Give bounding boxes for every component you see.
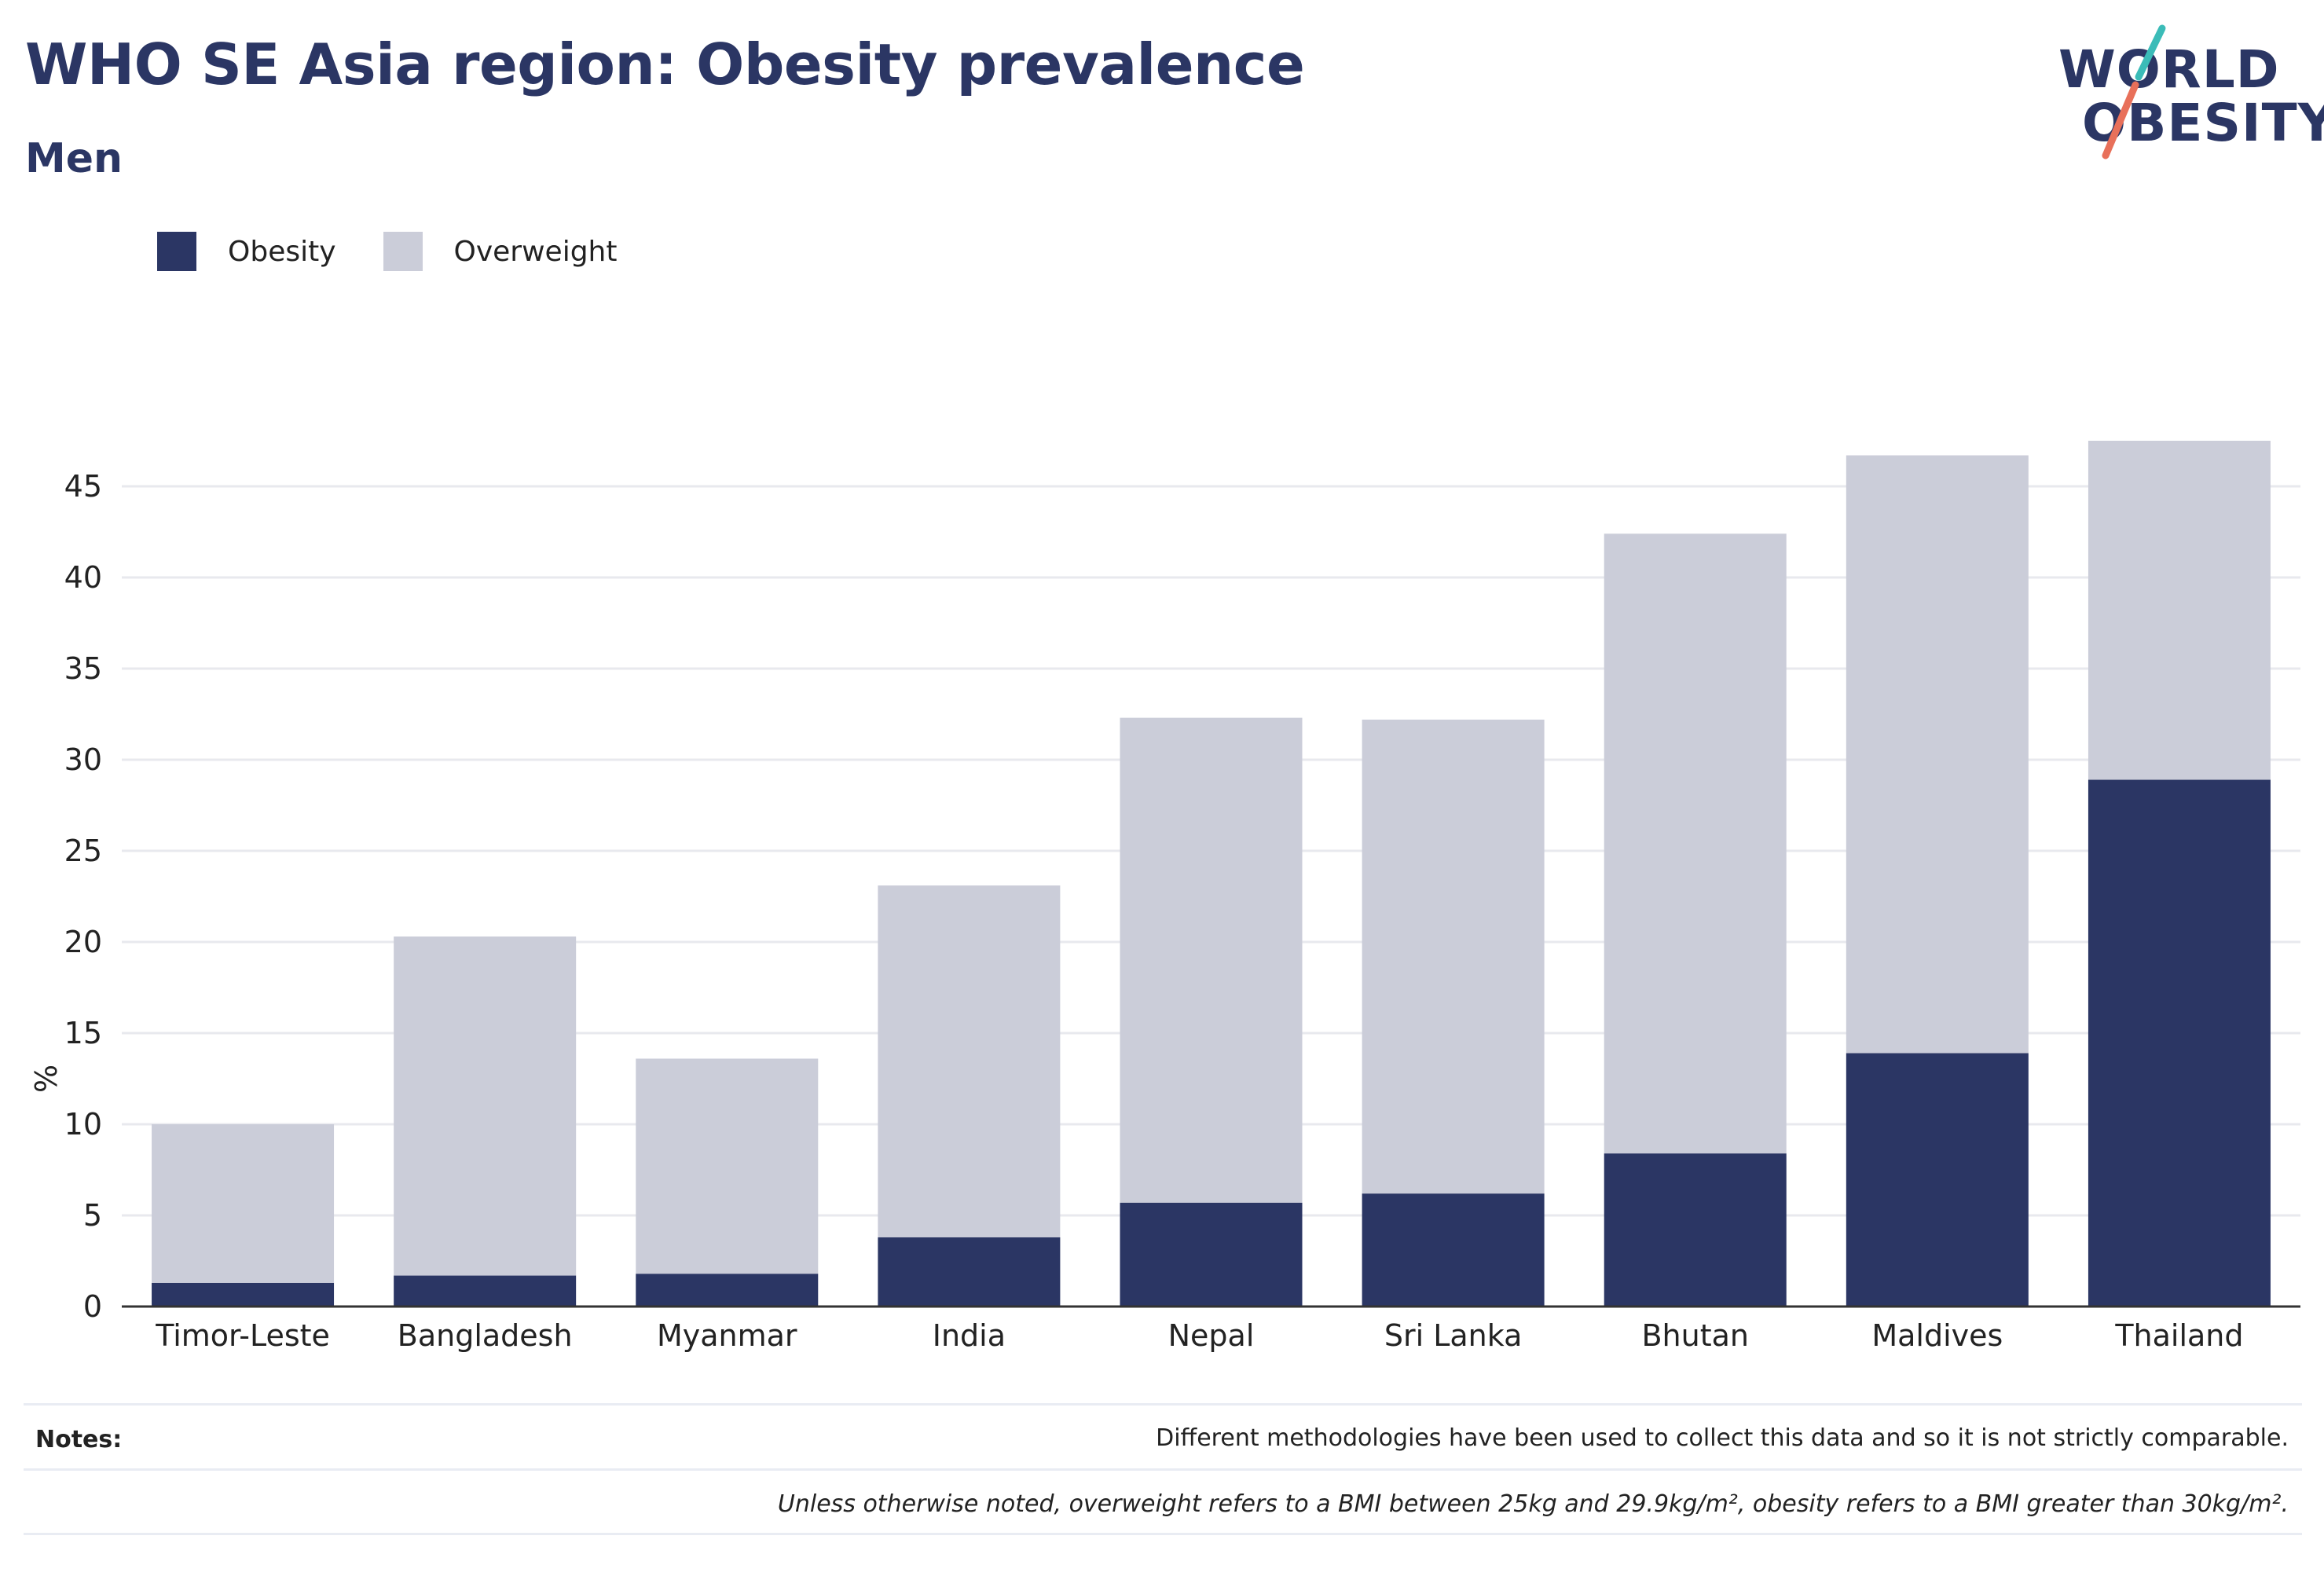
chart-title: WHO SE Asia region: Obesity prevalence	[25, 31, 1305, 97]
x-tick-label: Maldives	[1871, 1318, 2003, 1353]
bar-obesity-india[interactable]	[878, 1237, 1061, 1307]
world-obesity-logo: WORLD OBESITY	[2043, 22, 2324, 163]
bar-obesity-bangladesh[interactable]	[394, 1275, 577, 1307]
legend-swatch-obesity	[157, 232, 196, 271]
notes-divider-top	[24, 1403, 2302, 1406]
x-tick-label: Myanmar	[657, 1318, 797, 1353]
y-tick-label: 20	[64, 925, 102, 959]
notes-divider-bottom	[24, 1533, 2302, 1535]
x-tick-label: Bangladesh	[398, 1318, 573, 1353]
bar-obesity-myanmar[interactable]	[636, 1274, 819, 1307]
bar-overweight-india[interactable]	[878, 885, 1061, 1237]
y-tick-label: 35	[64, 651, 102, 686]
notes-label: Notes:	[35, 1426, 123, 1453]
bar-obesity-sri-lanka[interactable]	[1362, 1193, 1545, 1307]
x-tick-label: India	[933, 1318, 1006, 1353]
bar-obesity-timor-leste[interactable]	[152, 1282, 335, 1307]
chart-legend: Obesity Overweight	[157, 232, 664, 271]
legend-swatch-overweight	[383, 232, 423, 271]
y-tick-label: 45	[64, 469, 102, 504]
legend-label-obesity: Obesity	[228, 235, 336, 268]
x-tick-label: Nepal	[1168, 1318, 1255, 1353]
bar-obesity-bhutan[interactable]	[1604, 1153, 1787, 1307]
notes-divider-middle	[24, 1468, 2302, 1471]
bar-overweight-sri-lanka[interactable]	[1362, 719, 1545, 1194]
y-tick-label: 25	[64, 834, 102, 868]
notes-definition: Unless otherwise noted, overweight refer…	[777, 1490, 2289, 1518]
y-tick-label: 10	[64, 1107, 102, 1142]
bar-overweight-bangladesh[interactable]	[394, 936, 577, 1276]
legend-item-overweight[interactable]: Overweight	[383, 232, 618, 271]
bar-overweight-timor-leste[interactable]	[152, 1124, 335, 1283]
bar-overweight-maldives[interactable]	[1846, 455, 2029, 1054]
y-tick-label: 0	[83, 1289, 102, 1324]
x-tick-label: Thailand	[2114, 1318, 2243, 1353]
legend-label-overweight: Overweight	[453, 235, 618, 268]
bar-overweight-bhutan[interactable]	[1604, 533, 1787, 1154]
x-tick-label: Sri Lanka	[1384, 1318, 1523, 1353]
stacked-bar-chart: 0 5 10 15 20 25 30 35 40 45% Timor-Leste Bangladesh…	[29, 441, 2300, 1353]
logo-slash-icon	[2102, 24, 2166, 159]
y-axis-label: %	[29, 1065, 64, 1093]
bar-overweight-myanmar[interactable]	[636, 1058, 819, 1274]
bar-overweight-nepal[interactable]	[1120, 717, 1303, 1203]
bar-obesity-nepal[interactable]	[1120, 1202, 1303, 1307]
y-tick-label: 30	[64, 742, 102, 777]
y-tick-label: 5	[83, 1198, 102, 1233]
y-tick-label: 40	[64, 560, 102, 595]
y-tick-label: 15	[64, 1016, 102, 1050]
notes-text: Different methodologies have been used t…	[1156, 1424, 2289, 1452]
bar-overweight-thailand[interactable]	[2088, 441, 2271, 780]
x-tick-label: Timor-Leste	[155, 1318, 330, 1353]
x-tick-label: Bhutan	[1641, 1318, 1749, 1353]
chart-subtitle: Men	[25, 135, 123, 182]
bar-obesity-thailand[interactable]	[2088, 779, 2271, 1307]
legend-item-obesity[interactable]: Obesity	[157, 232, 336, 271]
bar-obesity-maldives[interactable]	[1846, 1053, 2029, 1307]
logo-word-world: WORLD	[2058, 39, 2280, 100]
